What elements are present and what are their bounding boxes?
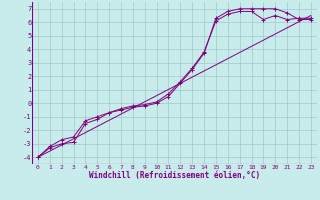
X-axis label: Windchill (Refroidissement éolien,°C): Windchill (Refroidissement éolien,°C)	[89, 171, 260, 180]
